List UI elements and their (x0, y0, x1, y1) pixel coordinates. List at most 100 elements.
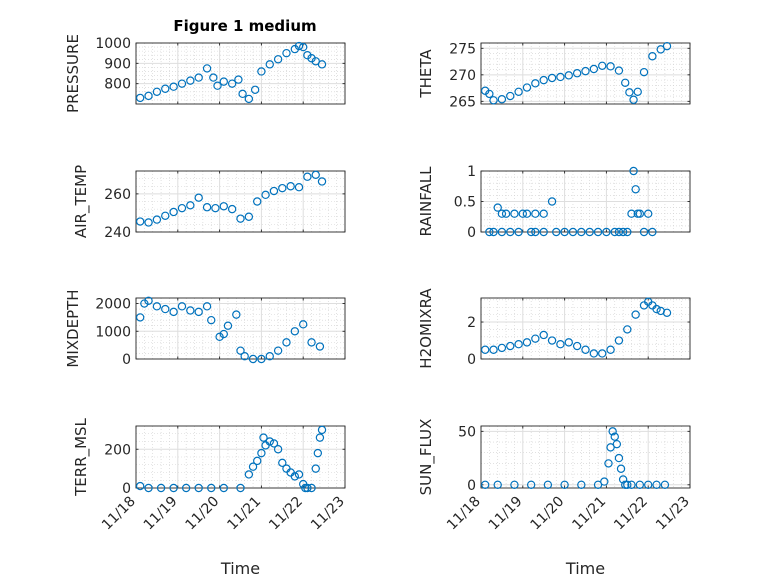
data-point (522, 209, 532, 218)
data-point (202, 203, 212, 212)
y-axis-label: SUN_FLUX (417, 419, 436, 496)
data-point (317, 425, 327, 435)
data-point (493, 203, 502, 212)
data-point (489, 345, 498, 354)
subplot-pressure: 800 900 1000 PRESSURE (64, 34, 346, 113)
data-point (648, 52, 657, 61)
data-point (250, 85, 260, 94)
data-point (177, 79, 187, 88)
data-point (144, 218, 153, 227)
data-point (232, 310, 241, 319)
y-tick-label: 1 (467, 164, 476, 180)
data-point (286, 468, 295, 477)
data-point (161, 84, 170, 93)
data-point (560, 227, 569, 237)
data-point (501, 209, 511, 218)
y-tick-label: 900 (104, 56, 131, 72)
data-point (577, 227, 586, 237)
data-point (207, 483, 216, 493)
data-point (236, 483, 245, 493)
figure-title: Figure 1 medium (173, 17, 316, 35)
data-point (259, 433, 268, 442)
data-point (273, 55, 283, 64)
data-point (539, 209, 548, 218)
data-point (600, 477, 609, 486)
data-point (621, 78, 630, 87)
data-point (623, 480, 632, 489)
data-point (294, 41, 304, 51)
data-point (248, 462, 258, 471)
subplot-mixdepth: 0 1000 2000 MIXDEPTH (64, 289, 346, 368)
data-point (207, 315, 216, 325)
axes-box (135, 42, 346, 105)
data-point (307, 338, 316, 347)
data-point (618, 227, 628, 237)
x-tick-label: 11/19 (486, 494, 526, 534)
x-tick-label: 11/18 (444, 494, 484, 534)
data-point (290, 327, 300, 336)
data-point (480, 345, 490, 354)
data-point (315, 433, 325, 442)
data-point (610, 227, 619, 237)
axes-box (135, 425, 346, 489)
data-point (265, 352, 274, 361)
data-point (648, 227, 657, 237)
data-point (227, 79, 237, 88)
data-point (244, 470, 254, 479)
data-point (556, 72, 565, 82)
data-point (257, 354, 266, 364)
data-point (631, 310, 640, 319)
data-point (240, 352, 249, 361)
y-tick-label: 0 (467, 225, 476, 241)
data-point (169, 82, 178, 91)
data-point (506, 91, 515, 101)
data-point (547, 336, 557, 345)
data-point (489, 227, 498, 237)
data-point (506, 341, 515, 351)
data-point (497, 209, 507, 218)
data-point (303, 172, 312, 181)
x-tick-label: 11/21 (569, 494, 609, 534)
data-point (144, 91, 153, 101)
axes-box (135, 170, 346, 233)
data-point (294, 183, 304, 192)
data-point (152, 302, 162, 311)
data-point (577, 480, 586, 489)
data-point (311, 170, 320, 180)
y-tick-label: 240 (104, 225, 131, 241)
data-point (610, 432, 619, 441)
data-point (215, 332, 224, 342)
data-point (244, 94, 254, 104)
data-point (135, 481, 145, 491)
y-tick-label: 265 (449, 94, 476, 110)
data-point (572, 69, 582, 78)
data-point (278, 458, 287, 468)
data-point (547, 197, 557, 206)
data-point (531, 79, 540, 88)
subplot-sun_flux: 0 50 SUN_FLUX 11/18 11/19 11/20 11/21 11/22 11/2… (417, 419, 693, 578)
data-point (614, 336, 624, 345)
x-tick-label: 11/18 (99, 494, 139, 534)
data-point (662, 308, 672, 317)
data-point (662, 41, 672, 51)
y-axis-label: RAINFALL (417, 166, 435, 237)
data-point (213, 81, 222, 90)
x-axis-label: Time (565, 559, 605, 578)
data-point (497, 343, 507, 353)
data-point (202, 64, 212, 73)
data-point (238, 89, 247, 99)
data-point (497, 95, 507, 104)
data-point (556, 340, 565, 349)
data-point (627, 209, 636, 218)
data-point (257, 67, 266, 76)
data-point (140, 299, 149, 308)
data-point (290, 472, 300, 481)
y-axis-label: TERR_MSL (72, 417, 91, 496)
data-point (623, 325, 632, 334)
y-tick-label: 200 (104, 442, 131, 458)
data-point (631, 185, 640, 194)
data-point (526, 480, 536, 489)
data-point (510, 209, 519, 218)
y-tick-label: 800 (104, 77, 131, 93)
data-point (480, 480, 490, 489)
